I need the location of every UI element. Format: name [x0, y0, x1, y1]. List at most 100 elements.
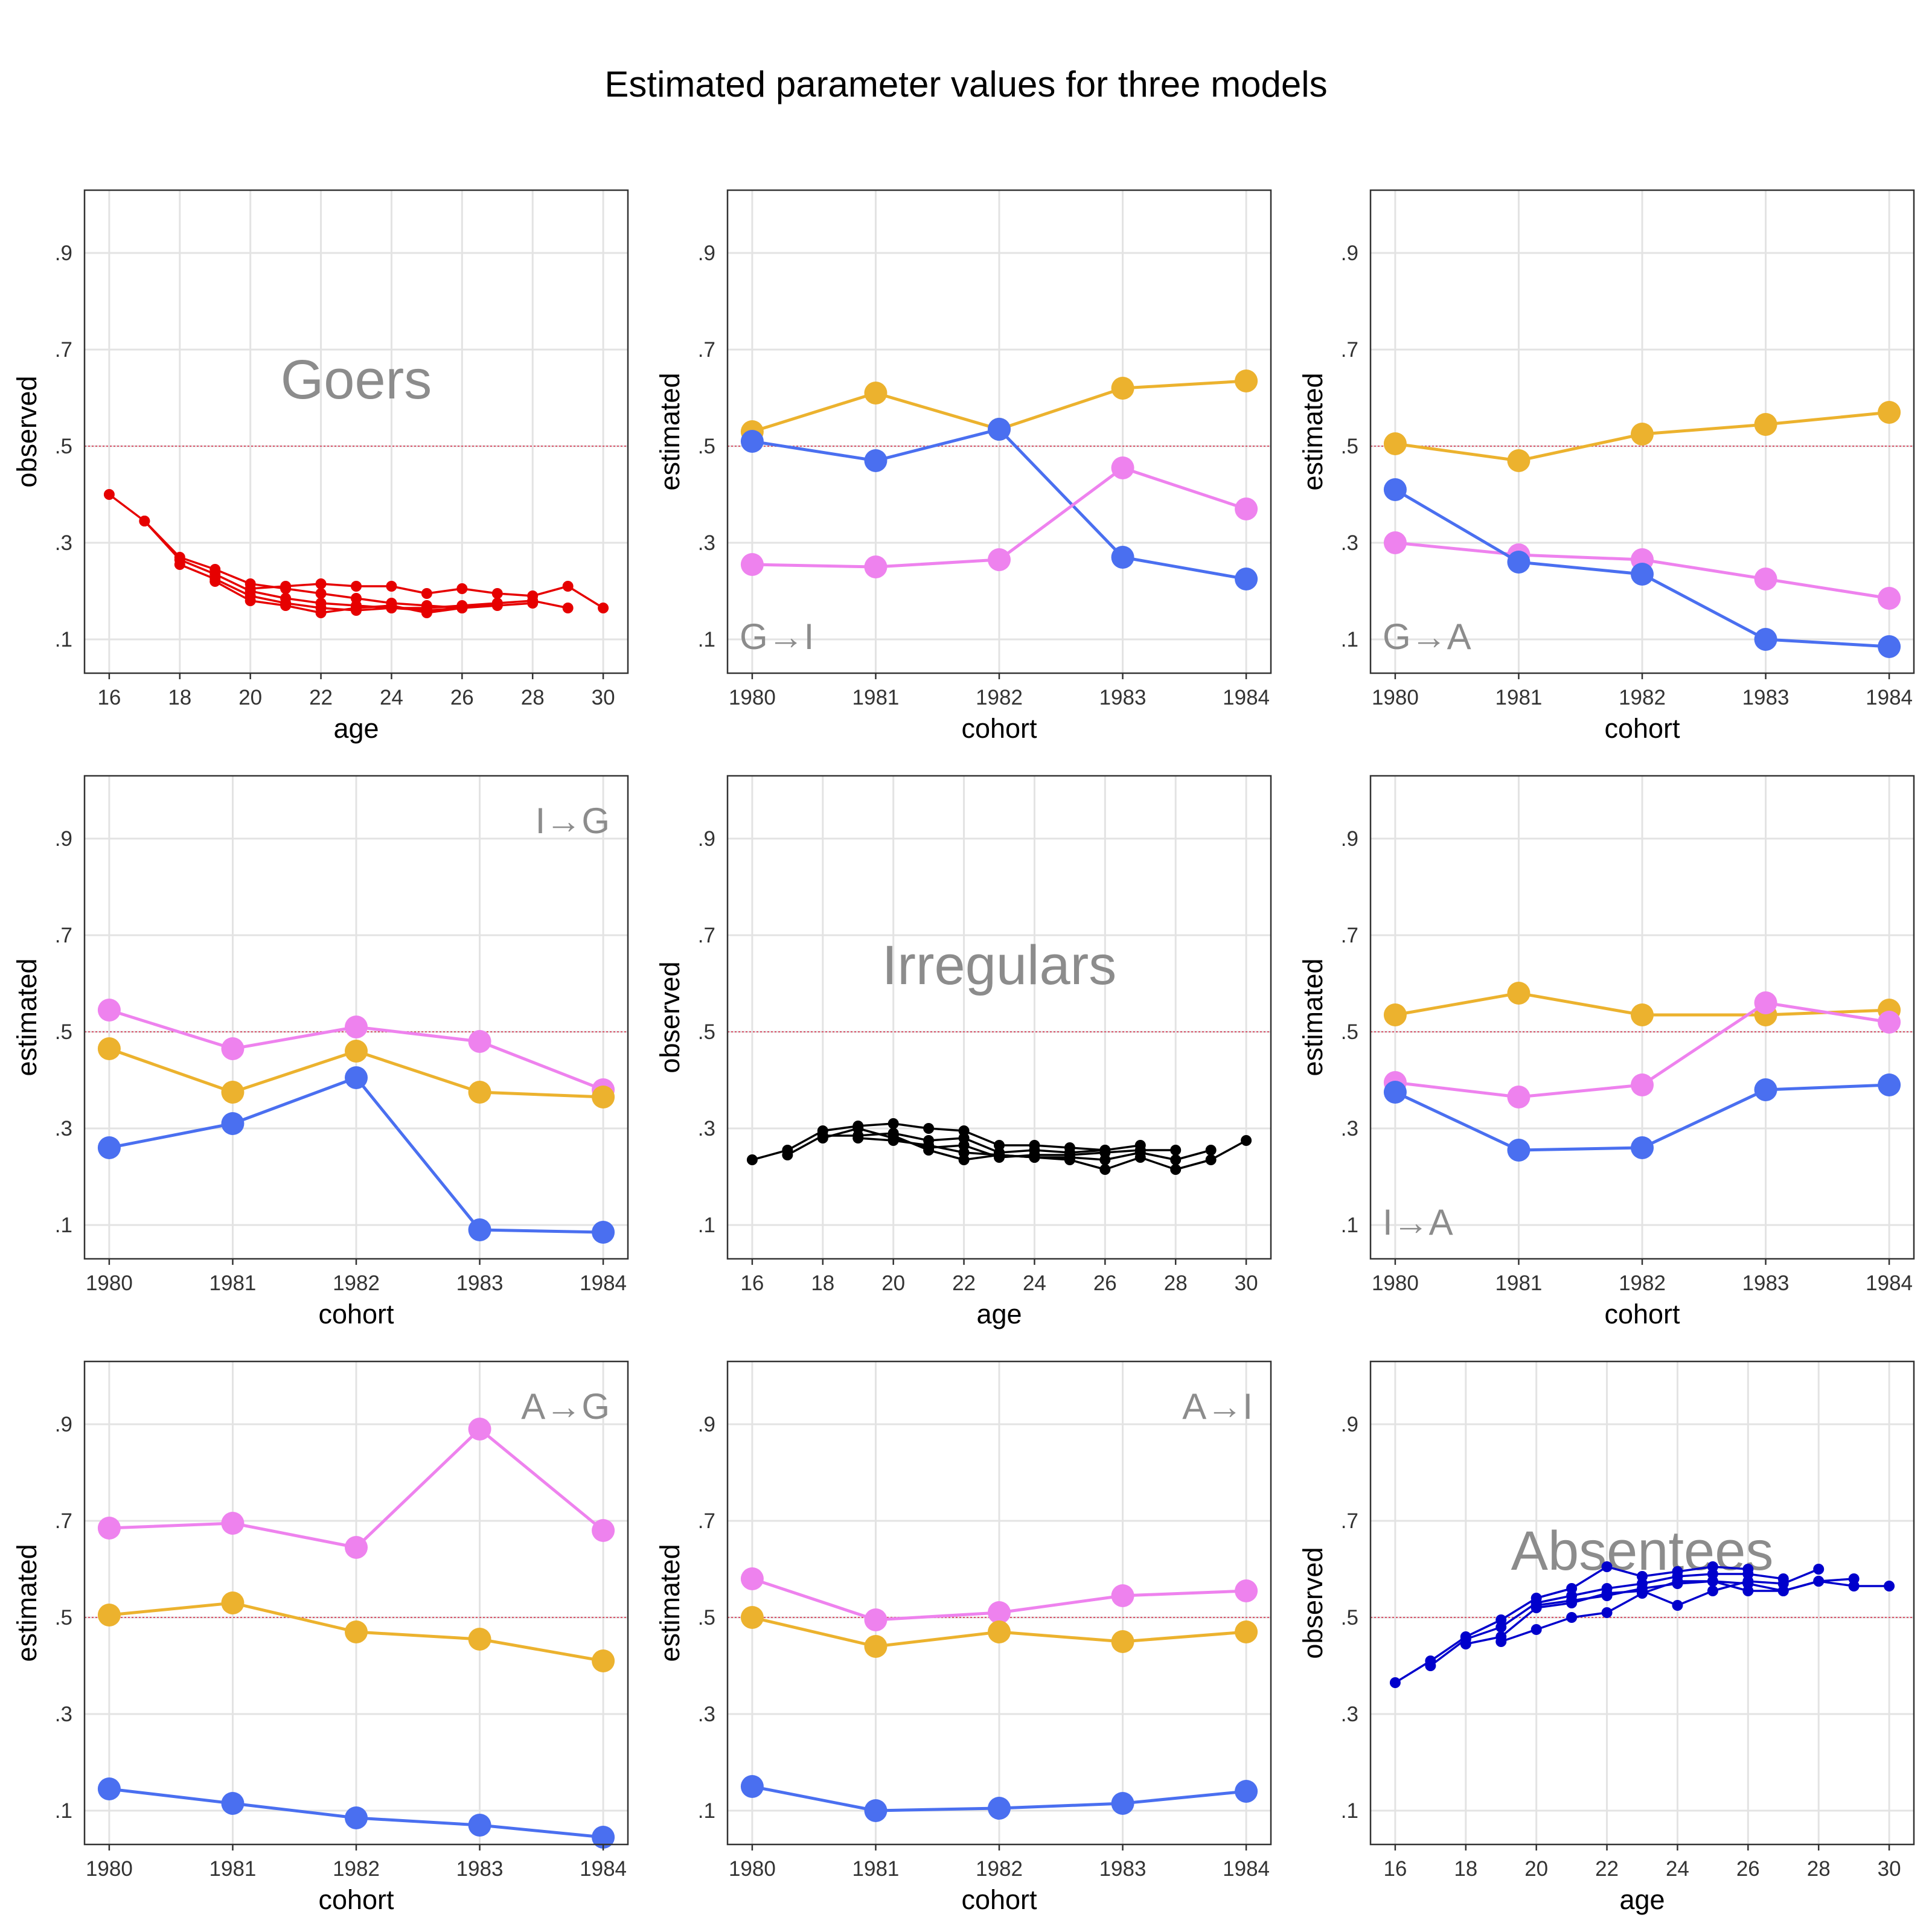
- data-point: [864, 555, 888, 578]
- x-tick-label: 22: [952, 1271, 976, 1295]
- data-point: [923, 1123, 935, 1134]
- data-point: [468, 1418, 491, 1441]
- data-point: [345, 1620, 368, 1643]
- x-tick-label: 18: [1454, 1857, 1477, 1881]
- data-point: [97, 999, 121, 1022]
- data-point: [988, 418, 1011, 441]
- data-point: [468, 1081, 491, 1104]
- data-point: [221, 1512, 245, 1535]
- y-tick-label: .1: [698, 1214, 715, 1237]
- data-point: [1754, 568, 1777, 590]
- y-tick-label: .1: [55, 1214, 72, 1237]
- data-point: [1813, 1564, 1825, 1575]
- data-point: [1754, 628, 1777, 651]
- series-blue-3: [1383, 1073, 1901, 1162]
- y-tick-label: .7: [698, 924, 715, 947]
- y-axis-title: estimated: [654, 1544, 685, 1662]
- panel-g-to-i: G→I 1980 1981 1982 1983 1984 .1 .3 .5 .7 .9 cohort e…: [654, 189, 1272, 744]
- series-violet-1: [740, 1567, 1258, 1631]
- x-tick-label: 1980: [1372, 686, 1419, 709]
- data-point: [1884, 1581, 1895, 1591]
- x-tick-label: 1981: [852, 1857, 900, 1881]
- data-point: [1777, 1585, 1789, 1596]
- data-point: [221, 1591, 245, 1614]
- y-tick-label: .7: [1341, 338, 1358, 362]
- y-tick-label: .1: [1341, 1799, 1358, 1823]
- y-tick-label: .3: [1341, 531, 1358, 555]
- data-point: [97, 1604, 121, 1627]
- data-point: [1099, 1164, 1111, 1175]
- panel-frame: [83, 189, 629, 674]
- data-point: [1631, 423, 1654, 446]
- y-tick-label: .5: [55, 435, 72, 458]
- panel-label: G→I: [740, 616, 814, 657]
- y-axis-title: estimated: [654, 373, 685, 490]
- series-blue-3: [97, 1777, 615, 1849]
- panel-frame: [726, 775, 1272, 1260]
- data-point: [468, 1218, 491, 1241]
- data-point: [1507, 551, 1531, 574]
- data-point: [1064, 1154, 1075, 1165]
- data-point: [1099, 1154, 1111, 1165]
- data-point: [1507, 982, 1531, 1005]
- data-point: [740, 1775, 764, 1798]
- data-point: [1495, 1636, 1507, 1647]
- series-irregulars-5: [888, 1130, 1252, 1175]
- data-point: [1848, 1581, 1860, 1591]
- data-point: [1235, 497, 1258, 520]
- data-point: [351, 581, 362, 592]
- data-point: [923, 1145, 935, 1156]
- data-point: [456, 583, 468, 594]
- x-tick-label: 20: [1524, 1857, 1548, 1881]
- data-point: [97, 1136, 121, 1159]
- x-tick-label: 30: [592, 686, 615, 709]
- x-tick-label: 1980: [86, 1271, 133, 1295]
- data-point: [1507, 1086, 1531, 1108]
- x-tick-label: 1984: [1866, 1271, 1913, 1295]
- data-point: [1029, 1152, 1040, 1163]
- data-point: [1134, 1152, 1146, 1163]
- panel-a-to-i: A→I 1980 1981 1982 1983 1984 .1 .3 .5 .7 .9 cohort e…: [654, 1360, 1272, 1915]
- data-point: [1383, 1003, 1407, 1026]
- series-goers-5: [245, 578, 609, 613]
- data-point: [888, 1130, 899, 1141]
- panel-label: Irregulars: [882, 935, 1117, 996]
- x-tick-label: 1984: [580, 1857, 627, 1881]
- x-tick-label: 1981: [210, 1857, 257, 1881]
- data-point: [592, 1649, 615, 1672]
- x-axis-title: cohort: [1604, 713, 1680, 744]
- series-absentees-5: [1531, 1576, 1895, 1611]
- panel-label: I→G: [536, 801, 610, 841]
- x-axis-title: cohort: [961, 1884, 1037, 1915]
- x-tick-label: 26: [1093, 1271, 1117, 1295]
- x-tick-label: 26: [450, 686, 474, 709]
- y-tick-label: .9: [698, 1413, 715, 1436]
- y-tick-label: .5: [698, 1606, 715, 1630]
- data-point: [1111, 1584, 1134, 1607]
- x-tick-label: 1981: [210, 1271, 257, 1295]
- x-tick-label: 1982: [333, 1857, 380, 1881]
- data-point: [740, 1606, 764, 1629]
- y-tick-label: .5: [55, 1606, 72, 1630]
- x-tick-label: 16: [1383, 1857, 1407, 1881]
- data-point: [740, 430, 764, 453]
- x-tick-label: 1982: [1619, 1271, 1666, 1295]
- x-tick-label: 1983: [456, 1857, 504, 1881]
- series-orange-1: [1383, 401, 1901, 472]
- series-orange-2: [740, 1606, 1258, 1658]
- series-blue-3: [1383, 478, 1901, 658]
- y-tick-label: .7: [1341, 1509, 1358, 1533]
- y-axis-title: estimated: [11, 1544, 42, 1662]
- data-point: [958, 1154, 970, 1165]
- x-axis-title: cohort: [318, 1299, 394, 1329]
- data-point: [1878, 1073, 1901, 1096]
- data-point: [1813, 1576, 1825, 1587]
- data-point: [1531, 1600, 1542, 1611]
- data-point: [988, 1620, 1011, 1643]
- data-point: [1878, 635, 1901, 658]
- data-point: [1383, 478, 1407, 501]
- x-tick-label: 1982: [976, 686, 1023, 709]
- data-point: [221, 1037, 245, 1060]
- x-tick-label: 1980: [729, 686, 776, 709]
- x-tick-label: 18: [168, 686, 191, 709]
